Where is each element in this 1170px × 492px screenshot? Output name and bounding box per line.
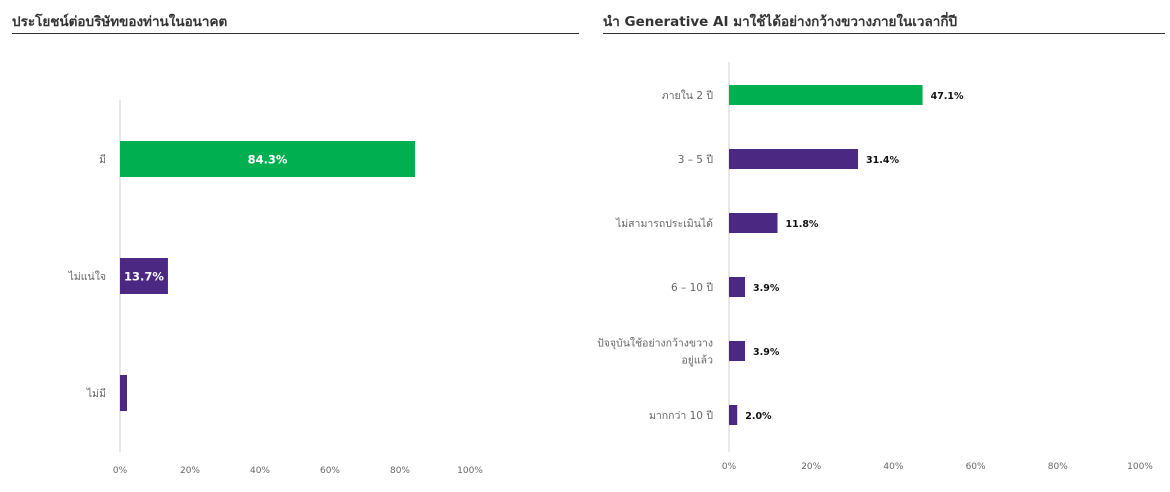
x-tick-label: 40% xyxy=(250,466,270,476)
x-tick-label: 100% xyxy=(1127,462,1153,472)
x-tick-label: 80% xyxy=(1048,462,1068,472)
chart-right-plot: 0% 20% 40% 60% 80% 100% ภายใน 2 ปี 47.1% 3 – 5 ป… xyxy=(597,62,1153,472)
category-label: ภายใน 2 ปี xyxy=(662,89,714,102)
value-label: 3.9% xyxy=(753,347,780,358)
bar xyxy=(729,149,859,169)
bar xyxy=(120,375,127,411)
chart-left-title-rule xyxy=(12,33,579,34)
x-tick-label: 20% xyxy=(801,462,821,472)
bar xyxy=(729,213,778,233)
bar xyxy=(120,141,416,177)
x-tick-label: 60% xyxy=(320,466,340,476)
value-label: 84.3% xyxy=(248,153,288,167)
x-tick-label: 0% xyxy=(722,462,737,472)
x-tick-label: 0% xyxy=(113,466,128,476)
value-label: 13.7% xyxy=(124,270,164,284)
bar xyxy=(729,85,923,105)
category-label: ปัจจุบันใช้อย่างกว้างขวาง xyxy=(597,337,713,350)
chart-left-plot: 0% 20% 40% 60% 80% 100% มี 84.3% ไม่แน่ใจ 13.7% ไม… xyxy=(68,100,483,476)
category-label: ไม่แน่ใจ xyxy=(68,270,106,283)
value-label: 3.9% xyxy=(753,283,780,294)
chart-left-title: ประโยชน์ต่อบริษัทของท่านในอนาคต xyxy=(12,14,228,30)
chart-left-panel: ประโยชน์ต่อบริษัทของท่านในอนาคต 0% 20% 40%… xyxy=(12,14,579,476)
category-label: 3 – 5 ปี xyxy=(678,153,714,166)
value-label: 47.1% xyxy=(931,91,964,102)
x-tick-label: 100% xyxy=(457,466,483,476)
bar xyxy=(120,258,168,294)
bar xyxy=(729,405,738,425)
category-label: อยู่แล้ว xyxy=(681,355,713,367)
category-label: 6 – 10 ปี xyxy=(671,281,713,294)
bar xyxy=(729,341,746,361)
chart-right-title-rule xyxy=(603,33,1165,34)
x-tick-label: 80% xyxy=(390,466,410,476)
x-tick-label: 60% xyxy=(966,462,986,472)
category-label: ไม่สามารถประเมินได้ xyxy=(615,217,713,230)
x-tick-label: 40% xyxy=(883,462,903,472)
value-label: 11.8% xyxy=(785,219,818,230)
value-label: 31.4% xyxy=(866,155,899,166)
category-label: มากกว่า 10 ปี xyxy=(649,409,713,422)
x-tick-label: 20% xyxy=(180,466,200,476)
category-label: ไม่มี xyxy=(86,387,106,400)
chart-right-title: นำ Generative AI มาใช้ได้อย่างกว้างขวางภ… xyxy=(603,14,958,30)
bar xyxy=(729,277,746,297)
chart-right-panel: นำ Generative AI มาใช้ได้อย่างกว้างขวางภ… xyxy=(585,0,1170,492)
category-label: มี xyxy=(99,153,106,166)
value-label: 2.0% xyxy=(745,411,772,422)
